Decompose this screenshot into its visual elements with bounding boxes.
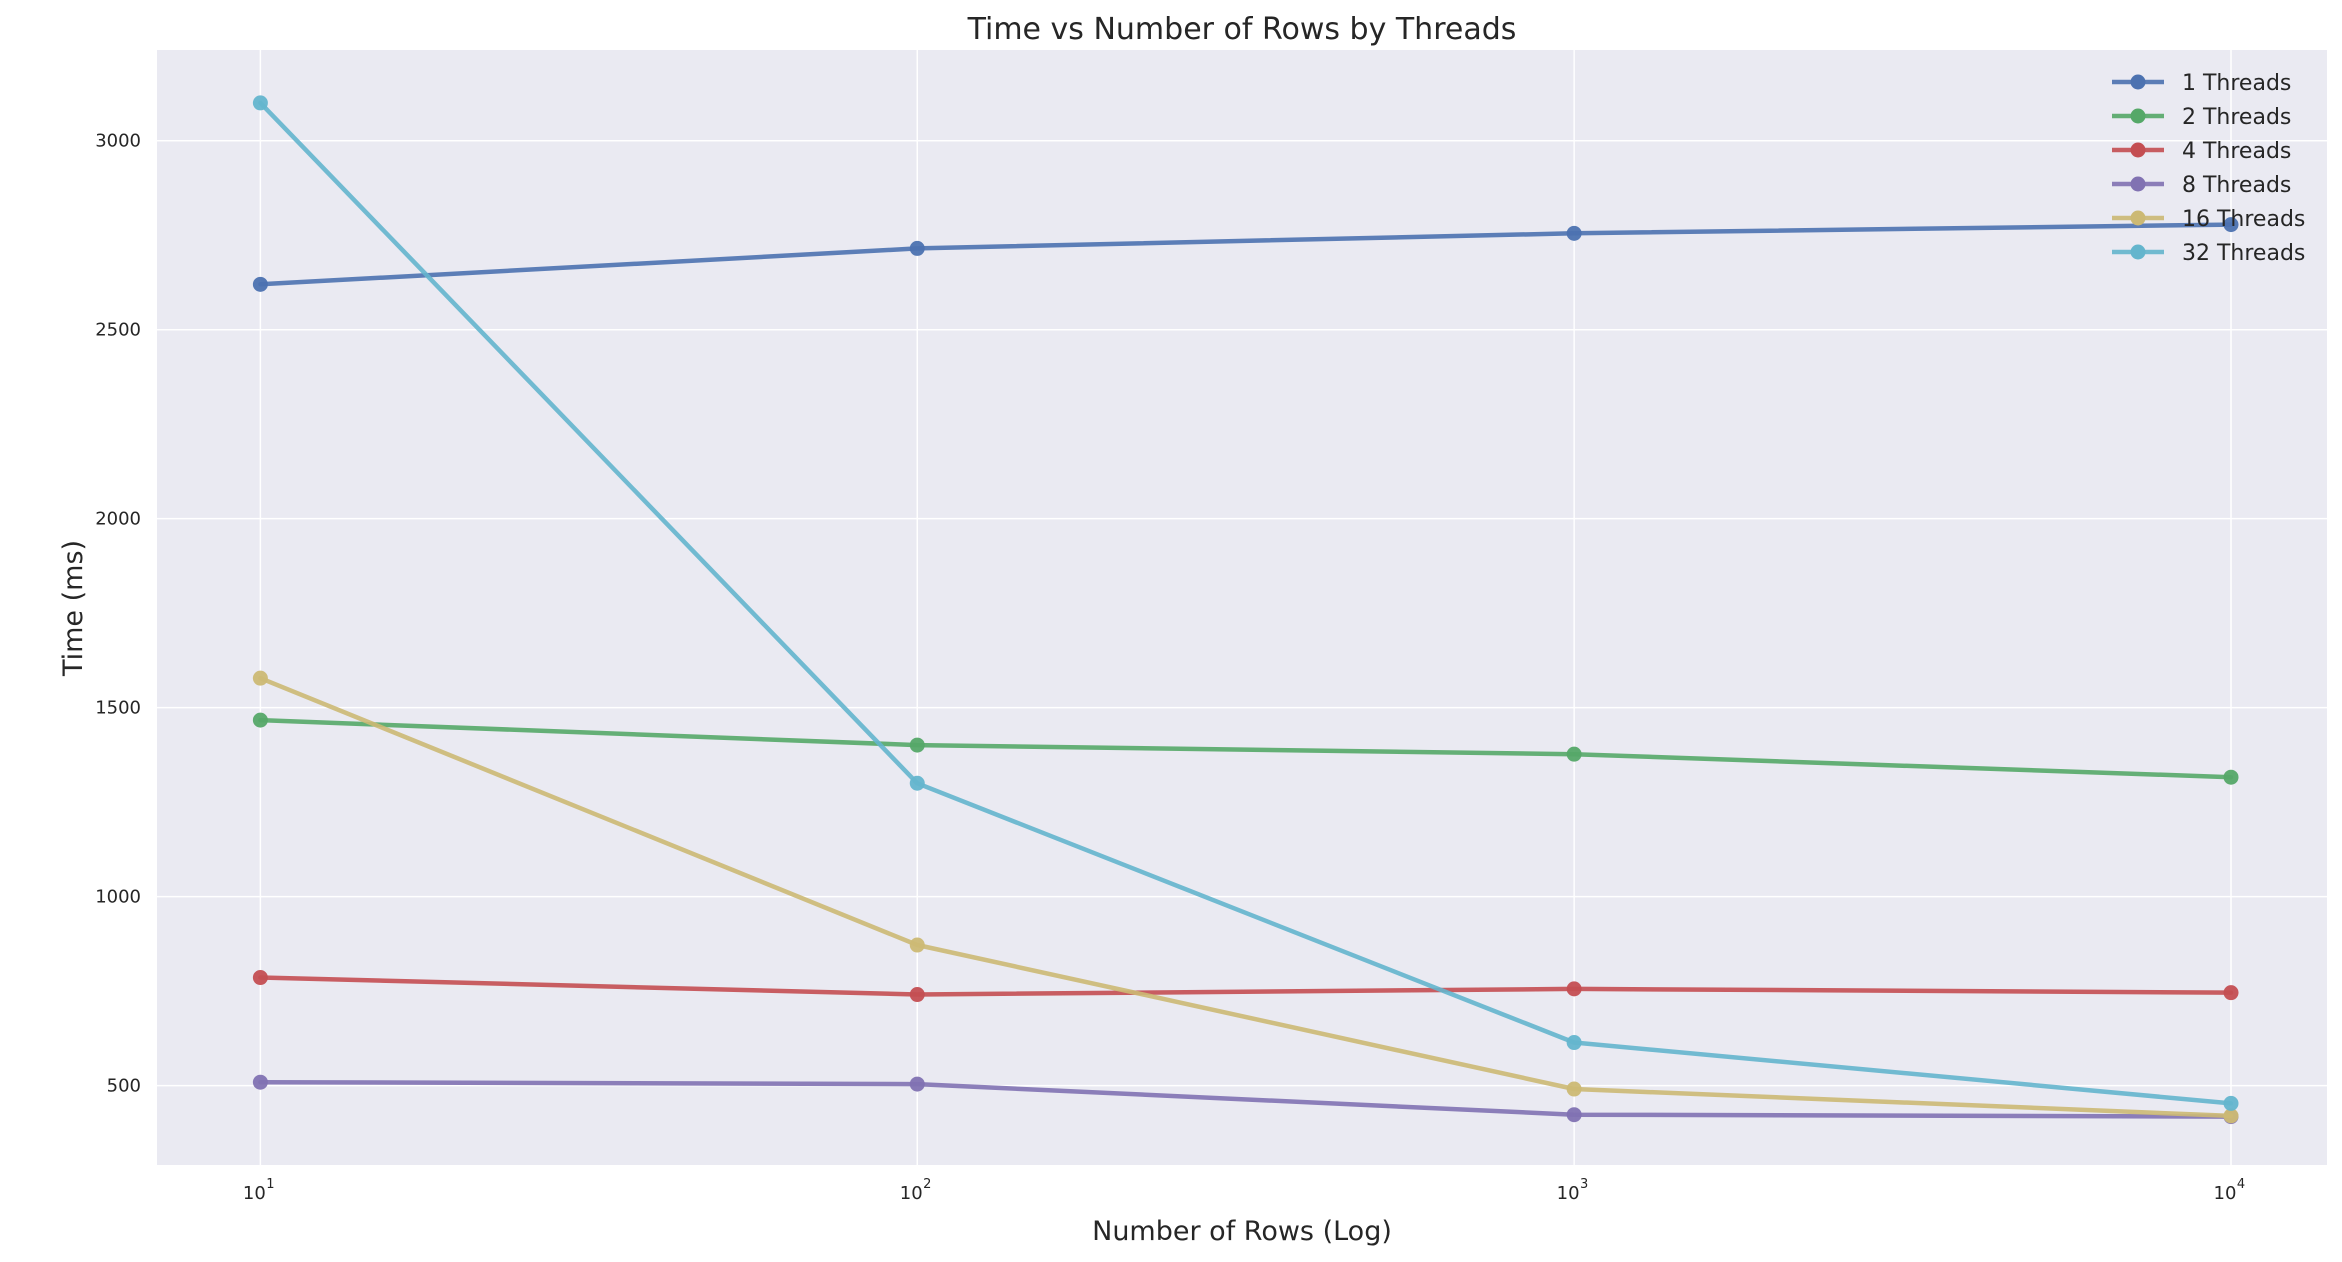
- x-tick-label: 10: [1557, 1183, 1580, 1204]
- x-tick-exponent: 3: [1580, 1177, 1588, 1192]
- legend-entry: 8 Threads: [2112, 173, 2291, 198]
- data-point: [909, 775, 925, 791]
- data-point: [252, 970, 268, 986]
- legend-marker: [2130, 210, 2146, 226]
- data-point: [909, 937, 925, 953]
- data-point: [252, 95, 268, 111]
- legend-entry: 16 Threads: [2112, 207, 2305, 232]
- y-tick-label: 2000: [95, 509, 141, 530]
- series-2: [252, 712, 2239, 785]
- legend-entry: 1 Threads: [2112, 71, 2291, 96]
- series-1: [252, 217, 2239, 292]
- data-point: [909, 987, 925, 1003]
- x-tick-exponent: 4: [2237, 1177, 2245, 1192]
- data-point: [1566, 981, 1582, 997]
- legend-marker: [2130, 74, 2146, 90]
- legend-entry: 2 Threads: [2112, 105, 2291, 130]
- legend-marker: [2130, 142, 2146, 158]
- y-axis-label: Time (ms): [58, 540, 89, 677]
- data-point: [909, 240, 925, 256]
- data-point: [1566, 225, 1582, 241]
- x-tick-exponent: 2: [923, 1177, 931, 1192]
- x-axis-label: Number of Rows (Log): [1092, 1216, 1392, 1247]
- data-point: [1566, 746, 1582, 762]
- legend-marker: [2130, 176, 2146, 192]
- series-line: [258, 675, 2234, 1119]
- data-point: [2223, 985, 2239, 1001]
- legend-label: 2 Threads: [2182, 105, 2291, 130]
- y-tick-label: 3000: [95, 131, 141, 152]
- series-3: [252, 970, 2239, 1003]
- legend-label: 32 Threads: [2182, 241, 2305, 266]
- data-point: [2223, 217, 2239, 233]
- plot-background: [157, 50, 2327, 1165]
- legend-label: 16 Threads: [2182, 207, 2305, 232]
- data-point: [909, 1076, 925, 1092]
- y-tick-label: 2500: [95, 320, 141, 341]
- data-point: [1566, 1035, 1582, 1051]
- legend-marker: [2130, 244, 2146, 260]
- data-point: [909, 737, 925, 753]
- x-tick-label: 10: [900, 1183, 923, 1204]
- y-tick-label: 1000: [95, 887, 141, 908]
- x-tick-exponent: 1: [266, 1177, 274, 1192]
- data-point: [1566, 1081, 1582, 1097]
- data-point: [2223, 769, 2239, 785]
- series-lines: [252, 95, 2239, 1125]
- legend-marker: [2130, 108, 2146, 124]
- series-line: [258, 100, 2234, 1106]
- legend-label: 4 Threads: [2182, 139, 2291, 164]
- data-point: [252, 712, 268, 728]
- data-point: [2223, 1108, 2239, 1124]
- x-tick-label: 10: [2214, 1183, 2237, 1204]
- legend: 1 Threads 2 Threads 4 Threads 8 Threads 16 T…: [2112, 71, 2305, 266]
- y-tick-label: 500: [107, 1076, 141, 1097]
- grid-lines: [157, 50, 2327, 1165]
- chart-title: Time vs Number of Rows by Threads: [967, 12, 1517, 47]
- data-point: [252, 276, 268, 292]
- data-point: [252, 670, 268, 686]
- legend-entry: 32 Threads: [2112, 241, 2305, 266]
- data-point: [1566, 1107, 1582, 1123]
- series-line: [258, 975, 2234, 997]
- legend-label: 1 Threads: [2182, 71, 2291, 96]
- data-point: [2223, 1095, 2239, 1111]
- legend-label: 8 Threads: [2182, 173, 2291, 198]
- series-line: [258, 1079, 2234, 1119]
- legend-entry: 4 Threads: [2112, 139, 2291, 164]
- y-tick-label: 1500: [95, 698, 141, 719]
- data-point: [252, 1074, 268, 1090]
- series-6: [252, 95, 2239, 1111]
- series-5: [252, 670, 2239, 1124]
- x-tick-label: 10: [243, 1183, 266, 1204]
- series-line: [258, 222, 2234, 287]
- series-line: [258, 717, 2234, 780]
